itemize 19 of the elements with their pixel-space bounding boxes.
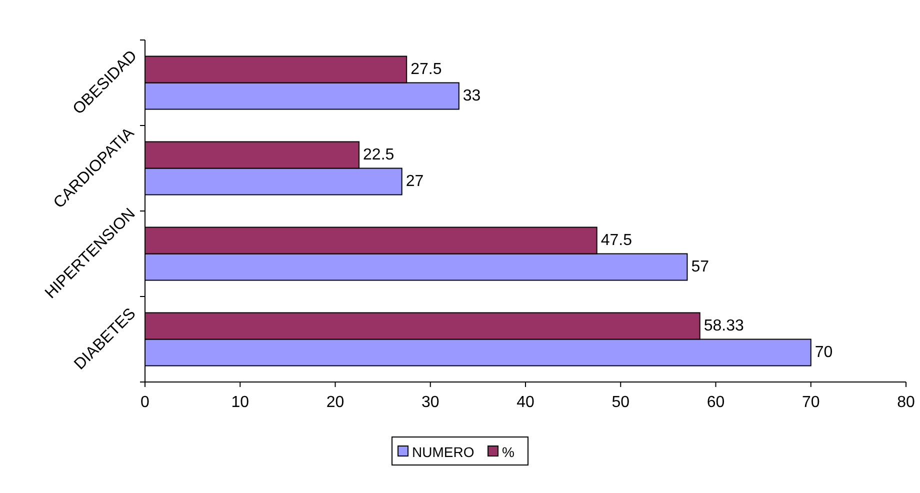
x-tick-label: 40	[516, 394, 534, 411]
x-tick-label: 60	[706, 394, 725, 411]
data-label: 58.33	[704, 317, 744, 334]
data-label: 27.5	[410, 60, 442, 78]
x-tick-label: 20	[326, 394, 344, 411]
x-tick-label: 50	[612, 394, 630, 411]
data-label: 33	[462, 88, 481, 105]
data-label: 70	[814, 344, 833, 362]
x-tick-label: 0	[140, 394, 150, 411]
legend-label: %	[502, 444, 514, 460]
legend-label: NUMERO	[412, 444, 474, 460]
x-tick-label: 80	[897, 394, 915, 411]
data-label: 22.5	[363, 146, 394, 164]
x-tick-label: 30	[421, 394, 440, 411]
data-label: 27	[406, 173, 424, 190]
data-label: 47.5	[600, 232, 632, 249]
x-tick-label: 10	[231, 394, 250, 411]
data-label: 57	[691, 258, 710, 276]
x-tick-label: 70	[802, 394, 820, 411]
